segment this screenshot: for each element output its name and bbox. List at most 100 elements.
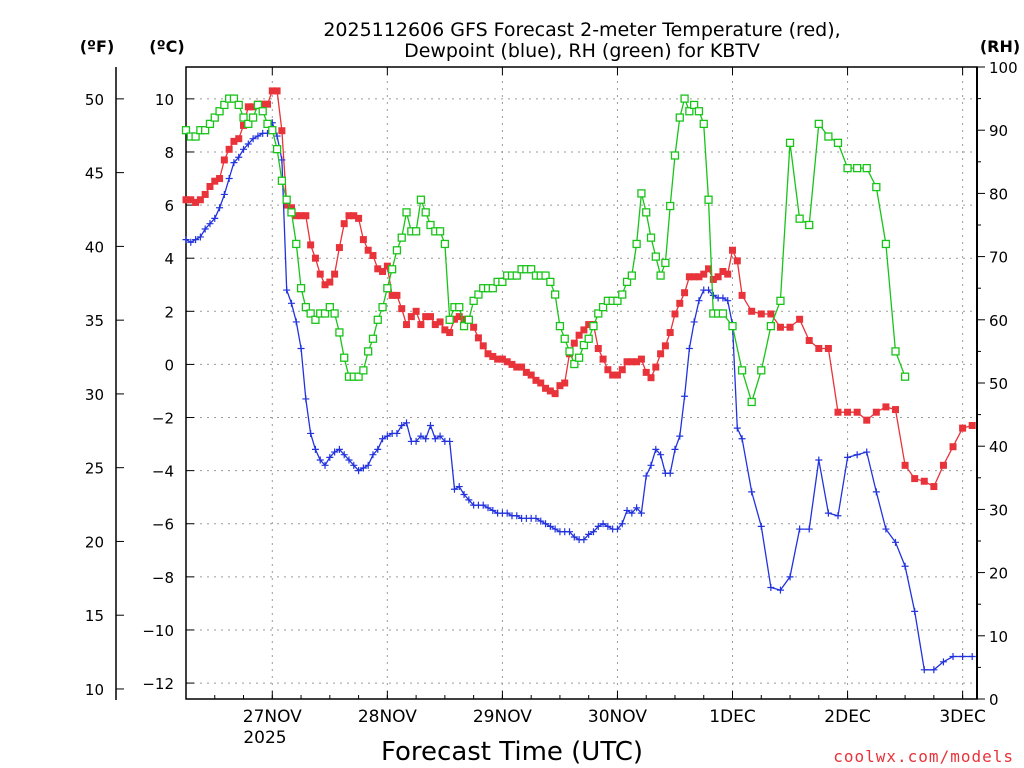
dewpoint-point — [920, 666, 928, 674]
dewpoint-point — [326, 453, 334, 461]
rh-tick-label: 50 — [989, 375, 1008, 393]
rh-point — [824, 132, 833, 141]
dewpoint-point — [911, 607, 919, 615]
rh-point — [277, 176, 287, 185]
dewpoint-point — [724, 297, 732, 305]
chart-title-line1: 2025112606 GFS Forecast 2-meter Temperat… — [323, 19, 840, 41]
temperature-point — [968, 421, 976, 429]
temperature-point — [441, 326, 449, 334]
temperature-point — [187, 196, 195, 204]
rh-tick-label: 80 — [989, 185, 1008, 203]
dewpoint-point — [450, 485, 458, 493]
temperature-point — [345, 212, 353, 220]
dewpoint-point — [278, 156, 286, 164]
temperature-point — [307, 241, 315, 249]
fahrenheit-tick-label: 15 — [85, 607, 104, 625]
temperature-point — [959, 424, 967, 432]
rh-point — [785, 138, 795, 147]
temperature-point — [705, 265, 713, 273]
rh-point — [272, 145, 282, 154]
temperature-point — [709, 275, 717, 283]
rh-point — [201, 126, 210, 135]
rh-point — [181, 126, 191, 135]
rh-point — [728, 321, 737, 331]
temperature-point — [297, 212, 305, 220]
temperature-point — [278, 127, 286, 135]
dewpoint-point — [570, 533, 578, 541]
dewpoint-point — [949, 653, 957, 661]
temperature-point — [532, 376, 540, 384]
temperature-point — [551, 390, 559, 398]
dewpoint-point — [637, 509, 645, 517]
celsius-tick-label: −8 — [152, 569, 174, 587]
dewpoint-point — [431, 435, 439, 443]
rh-point — [239, 113, 248, 122]
rh-point — [378, 303, 387, 312]
dewpoint-point — [364, 461, 372, 469]
temperature-point — [498, 355, 506, 363]
fahrenheit-tick-label: 20 — [85, 533, 104, 551]
dewpoint-point — [815, 456, 823, 464]
dewpoint-point — [589, 528, 597, 536]
rh-point — [205, 119, 215, 129]
temperature-point — [556, 382, 564, 390]
temperature-point — [398, 305, 406, 313]
rh-point — [594, 309, 603, 318]
rh-point — [651, 252, 660, 261]
rh-point — [464, 315, 473, 324]
temperature-point — [412, 307, 420, 315]
dewpoint-point — [939, 658, 947, 666]
rh-point — [541, 271, 550, 280]
temperature-point — [335, 244, 343, 252]
dewpoint-point — [676, 432, 684, 440]
dewpoint-point — [283, 286, 291, 294]
rh-point — [364, 347, 373, 356]
rh-point — [718, 309, 728, 318]
dewpoint-point — [748, 488, 756, 496]
dewpoint-point — [968, 653, 976, 661]
dewpoint-point — [824, 509, 832, 517]
temperature-point — [767, 310, 775, 318]
temperature-point — [623, 358, 631, 366]
temperature-point — [201, 190, 209, 198]
temperature-point — [403, 321, 411, 329]
celsius-tick-label: −6 — [152, 516, 174, 534]
rh-point — [699, 119, 708, 129]
celsius-unit-label: (ºC) — [149, 37, 184, 56]
temperature-point — [719, 267, 727, 275]
fahrenheit-tick-label: 30 — [85, 386, 104, 404]
temperature-point — [331, 270, 339, 278]
celsius-tick-label: 2 — [164, 303, 174, 321]
dewpoint-point — [417, 432, 425, 440]
rh-point — [258, 107, 267, 116]
rh-point — [747, 397, 756, 407]
rh-point — [690, 100, 699, 110]
temperature-point — [824, 344, 832, 352]
temperature-point — [700, 270, 708, 278]
dewpoint-point — [642, 472, 650, 480]
dewpoint-point — [345, 456, 353, 464]
dewpoint-point — [201, 225, 209, 233]
rh-point — [397, 233, 406, 242]
temperature-point — [652, 363, 660, 371]
axes: 27NOV 28NOV 29NOV 30NOV 1DEC 2DEC 3DEC1086420−… — [85, 59, 1018, 727]
temperature-point — [594, 344, 602, 352]
rh-point — [737, 366, 747, 375]
temperature-point — [834, 408, 842, 416]
rh-point — [613, 296, 622, 305]
dewpoint-point — [182, 236, 190, 244]
x-axis-title: Forecast Time (UTC) — [381, 737, 643, 767]
temperature-point — [666, 329, 674, 337]
rh-point — [555, 321, 565, 331]
rh-point — [550, 290, 560, 299]
temperature-point — [211, 177, 219, 185]
dewpoint-point — [930, 666, 938, 674]
dewpoint-point — [479, 501, 487, 509]
temperature-point — [690, 273, 698, 281]
rh-point — [560, 334, 569, 343]
temperature-point — [489, 352, 497, 360]
rh-point — [512, 271, 521, 280]
rh-point — [330, 309, 339, 318]
rh-point — [220, 100, 229, 110]
dewpoint-point — [393, 429, 401, 437]
